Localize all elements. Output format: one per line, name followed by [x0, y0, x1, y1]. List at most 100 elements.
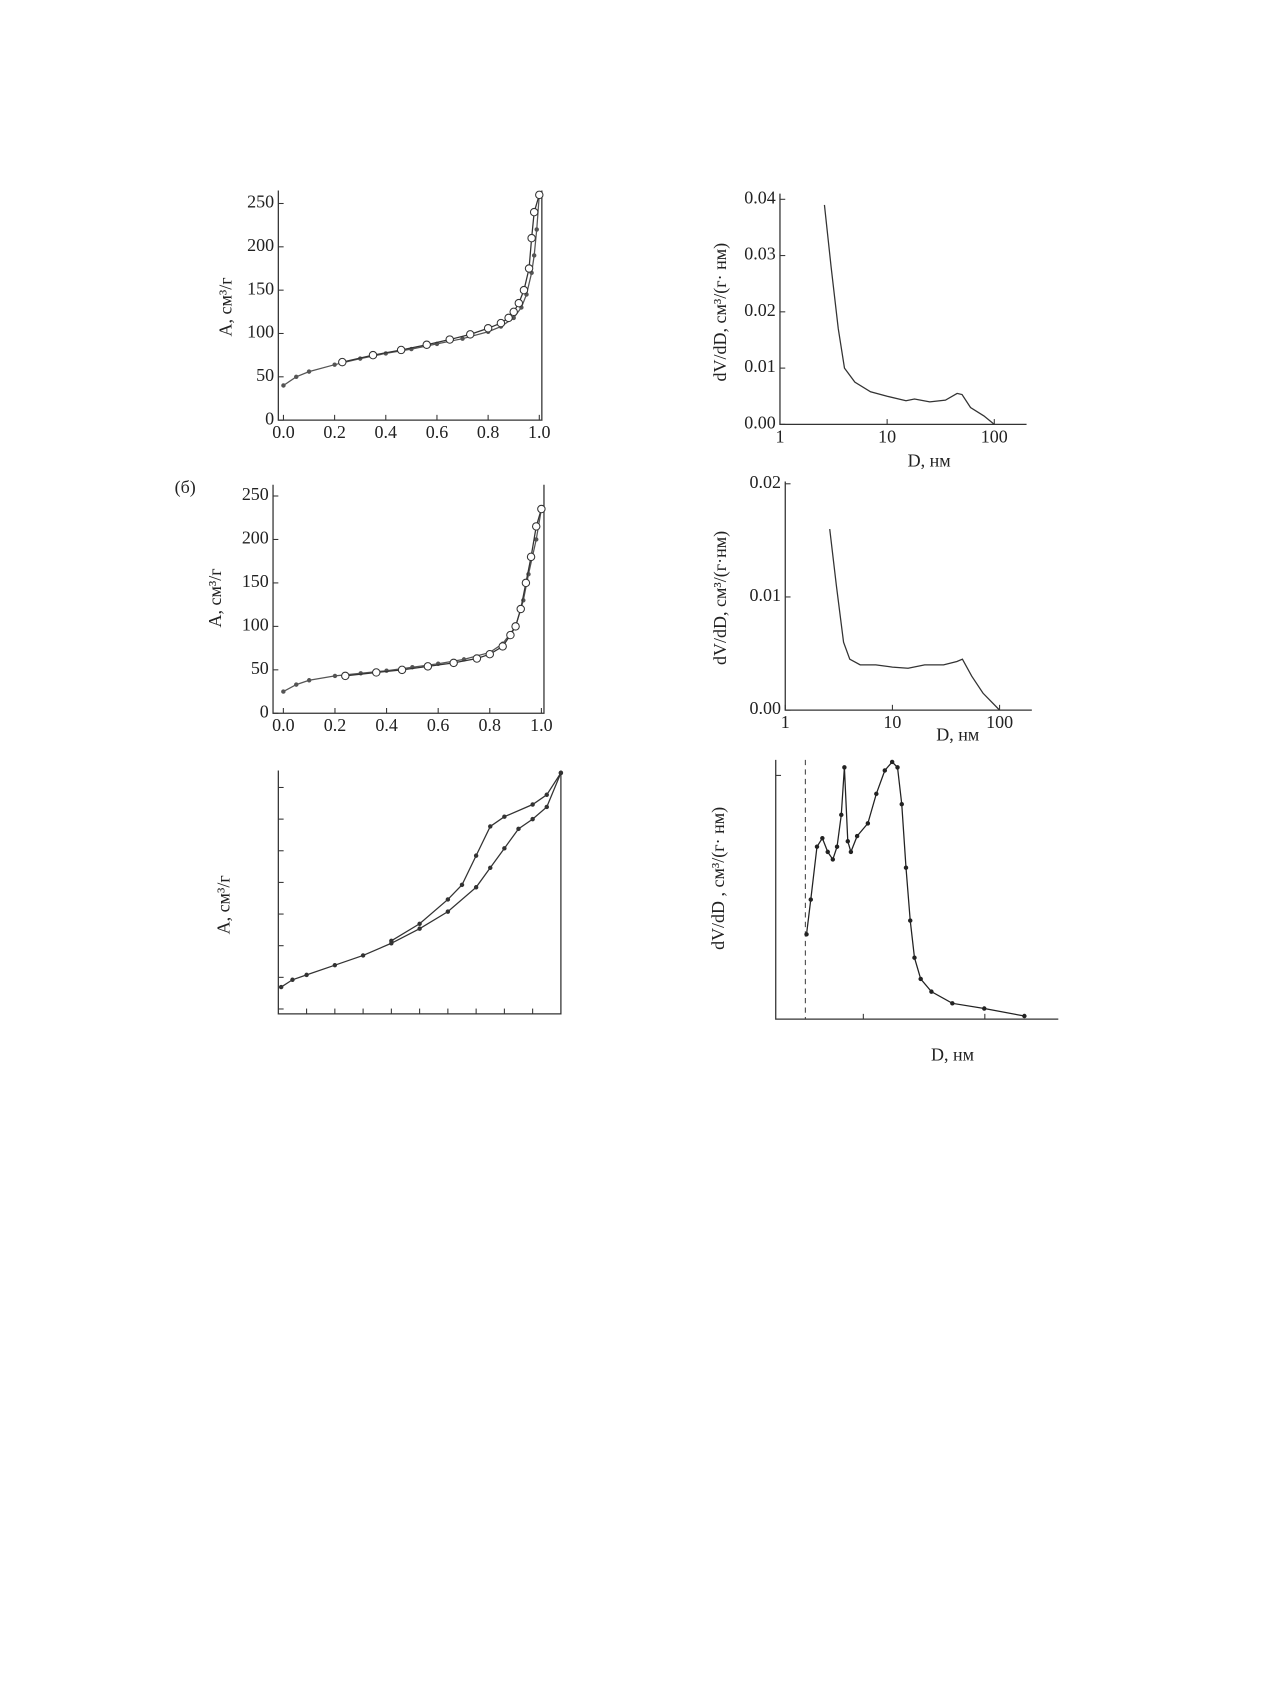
- data-point: [488, 865, 493, 871]
- series-line: [823, 204, 995, 425]
- data-point: [445, 335, 454, 344]
- x-axis-title: D, нм: [936, 725, 979, 745]
- data-point: [521, 578, 531, 588]
- y-tick-label: 50: [251, 658, 269, 678]
- data-point: [903, 865, 909, 870]
- x-tick-label: 100: [986, 712, 1013, 732]
- data-point: [332, 673, 338, 679]
- y-tick-label: 0.00: [750, 698, 781, 718]
- data-point: [449, 658, 458, 668]
- data-point: [498, 642, 507, 651]
- data-point: [417, 921, 422, 927]
- axis-line: [277, 190, 543, 421]
- y-axis-title: dV/dD , см³/(г· нм): [708, 807, 729, 950]
- data-point: [304, 972, 309, 978]
- data-point: [338, 357, 347, 367]
- x-tick-label: 1.0: [530, 715, 552, 735]
- series-line: [342, 194, 540, 363]
- x-tick-label: 10: [878, 426, 896, 446]
- y-tick-label: 0.03: [744, 244, 775, 264]
- x-axis-title: D, нм: [908, 451, 951, 471]
- series-line: [280, 772, 562, 988]
- data-point: [485, 649, 495, 659]
- data-point: [294, 374, 299, 380]
- x-tick-label: 0.8: [479, 715, 501, 735]
- y-axis-title: A, см³/г: [214, 875, 234, 934]
- data-point: [281, 383, 286, 388]
- data-point: [845, 839, 851, 844]
- data-point: [929, 989, 934, 994]
- data-point: [514, 298, 524, 308]
- series-line: [805, 760, 1025, 1017]
- data-point: [465, 330, 475, 339]
- y-tick-label: 0.01: [744, 356, 775, 376]
- data-point: [899, 801, 904, 807]
- data-point: [882, 768, 888, 773]
- data-point: [825, 849, 830, 855]
- data-point: [526, 552, 536, 562]
- data-point: [912, 955, 917, 960]
- data-point: [842, 765, 847, 770]
- data-point: [865, 821, 871, 826]
- data-point: [527, 233, 536, 243]
- data-point: [848, 849, 854, 855]
- x-axis-title: D, нм: [931, 1044, 974, 1064]
- data-point: [281, 689, 286, 694]
- y-tick-label: 50: [256, 365, 274, 385]
- data-point: [278, 984, 284, 990]
- data-point: [417, 926, 422, 931]
- data-point: [854, 833, 860, 839]
- y-axis-title: dV/dD, см³/(г·нм): [710, 531, 731, 665]
- data-point: [530, 802, 535, 807]
- data-point: [814, 844, 820, 849]
- axis-line: [779, 193, 1027, 426]
- x-tick-label: 0.4: [375, 422, 397, 442]
- data-point: [460, 336, 465, 341]
- x-tick-label: 1: [775, 426, 784, 446]
- y-tick-label: 250: [242, 484, 269, 504]
- data-point: [519, 285, 529, 295]
- y-tick-label: 0.00: [744, 413, 775, 433]
- x-tick-label: 0.4: [375, 715, 397, 735]
- data-point: [534, 227, 539, 232]
- data-point: [509, 307, 518, 317]
- data-point: [511, 622, 520, 631]
- data-point: [544, 792, 549, 798]
- x-tick-label: 1: [781, 712, 790, 732]
- x-tick-label: 0.8: [477, 422, 499, 442]
- series-line: [283, 194, 540, 387]
- y-axis-title: dV/dD, см³/(г· нм): [710, 243, 731, 382]
- data-point: [423, 662, 433, 671]
- data-point: [306, 369, 312, 374]
- data-point: [950, 1001, 955, 1006]
- series-line: [283, 508, 543, 693]
- data-point: [544, 804, 549, 810]
- series-line: [829, 528, 1001, 711]
- data-point: [360, 953, 366, 958]
- data-point: [306, 678, 312, 683]
- data-point: [531, 253, 537, 258]
- data-point: [530, 816, 535, 822]
- axis-line: [784, 481, 1032, 711]
- data-point: [332, 962, 338, 968]
- data-point: [332, 362, 337, 367]
- data-point: [472, 654, 482, 663]
- series-line: [391, 772, 562, 942]
- data-point: [372, 668, 381, 677]
- data-point: [445, 897, 451, 902]
- data-point: [1022, 1013, 1027, 1019]
- y-tick-label: 150: [247, 278, 274, 298]
- data-point: [889, 759, 895, 765]
- y-axis-title: A, см³/г: [205, 568, 225, 627]
- x-tick-label: 0.2: [324, 715, 346, 735]
- y-tick-label: 100: [242, 615, 269, 635]
- data-point: [368, 350, 378, 360]
- y-tick-label: 150: [242, 571, 269, 591]
- y-tick-label: 0.02: [744, 300, 775, 320]
- data-point: [496, 318, 506, 328]
- data-point: [445, 909, 451, 914]
- data-point: [820, 835, 825, 841]
- data-point: [895, 765, 900, 770]
